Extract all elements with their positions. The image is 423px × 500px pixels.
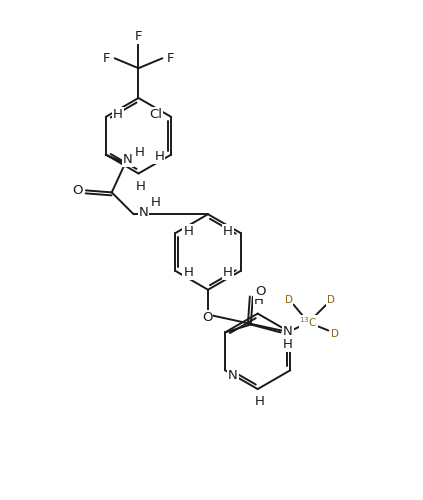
Text: O: O <box>202 311 212 324</box>
Text: N: N <box>228 368 238 382</box>
Text: F: F <box>167 52 174 65</box>
Text: H: H <box>151 196 160 209</box>
Text: H: H <box>255 396 265 408</box>
Text: H: H <box>223 266 233 280</box>
Text: H: H <box>183 266 193 280</box>
Text: Cl: Cl <box>149 108 162 122</box>
Text: O: O <box>255 285 266 298</box>
Text: F: F <box>103 52 110 65</box>
Text: H: H <box>254 294 264 307</box>
Text: O: O <box>73 184 83 197</box>
Text: N: N <box>123 153 132 166</box>
Text: H: H <box>135 146 145 159</box>
Text: H: H <box>183 224 193 237</box>
Text: H: H <box>135 180 146 193</box>
Text: F: F <box>135 30 142 43</box>
Text: D: D <box>285 294 293 304</box>
Text: H: H <box>283 338 293 351</box>
Text: D: D <box>327 294 335 304</box>
Text: N: N <box>283 325 292 338</box>
Text: H: H <box>113 108 123 122</box>
Text: N: N <box>139 206 148 218</box>
Text: H: H <box>223 224 233 237</box>
Text: D: D <box>331 330 339 340</box>
Text: H: H <box>154 150 164 163</box>
Text: $^{13}$C: $^{13}$C <box>299 316 318 330</box>
